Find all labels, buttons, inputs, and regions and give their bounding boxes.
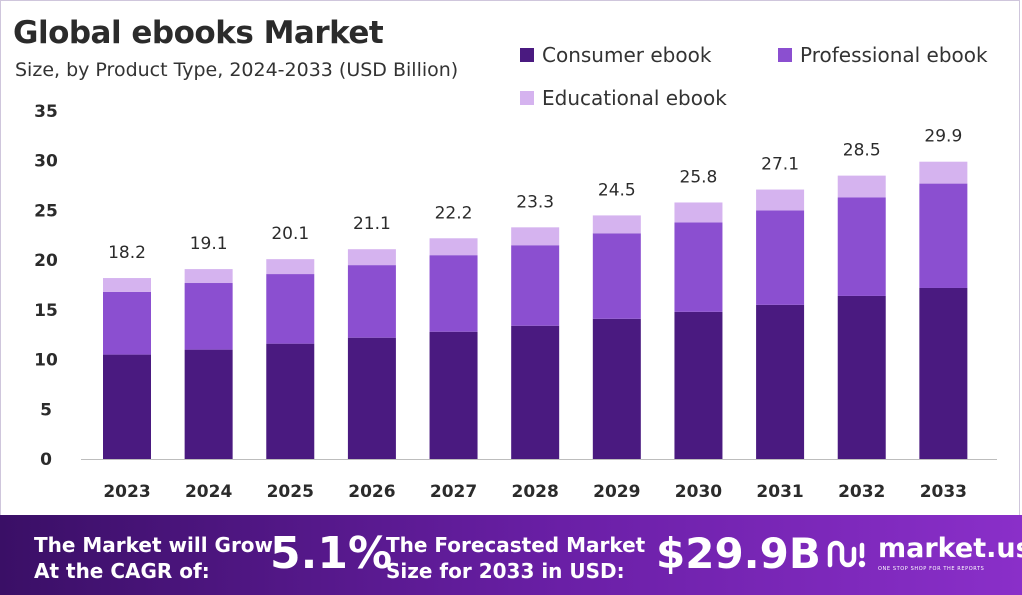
x-tick-label: 2030 [675,482,722,502]
forecast-caption: The Forecasted Market Size for 2033 in U… [386,532,645,584]
cagr-caption-line1: The Market will Grow [34,533,274,557]
bar-segment-professional-ebook [266,274,315,344]
bar-segment-educational-ebook [347,249,396,266]
bar-segment-educational-ebook [756,189,805,211]
chart-subtitle: Size, by Product Type, 2024-2033 (USD Bi… [15,59,459,81]
chart-title: Global ebooks Market [13,15,384,51]
bar-segment-educational-ebook [103,278,151,292]
bar-segment-professional-ebook [347,265,396,338]
x-tick-label: 2033 [920,482,967,502]
x-tick-label: 2026 [348,482,395,502]
bar-segment-professional-ebook [837,197,886,296]
y-tick-label: 5 [40,400,52,420]
legend-swatch-consumer [520,48,534,62]
bar-segment-educational-ebook [674,202,723,223]
bar-segment-professional-ebook [511,245,560,326]
x-tick-label: 2029 [593,482,640,502]
bar-total-label: 22.2 [435,203,473,223]
legend-label-professional: Professional ebook [800,43,988,67]
forecast-value: $29.9B [656,529,821,578]
bar-segment-educational-ebook [266,259,315,275]
legend-item-professional: Professional ebook [778,43,988,67]
bar-segment-consumer-ebook [674,311,723,459]
x-tick-label: 2025 [267,482,314,502]
bar-segment-consumer-ebook [184,349,233,459]
bar-segment-educational-ebook [184,269,233,284]
bar-segment-professional-ebook [674,222,723,312]
bar-segment-consumer-ebook [756,304,805,459]
bar-segment-educational-ebook [429,238,478,256]
forecast-caption-line1: The Forecasted Market [386,533,646,557]
legend-label-consumer: Consumer ebook [542,43,712,67]
bar-segment-educational-ebook [511,227,560,246]
x-tick-label: 2031 [756,482,803,502]
legend-item-educational: Educational ebook [520,86,727,110]
bar-segment-consumer-ebook [837,295,886,459]
cagr-value: 5.1% [270,528,393,579]
bar-total-label: 18.2 [108,243,146,263]
bar-segment-consumer-ebook [347,337,396,459]
x-tick-label: 2032 [838,482,885,502]
x-tick-label: 2028 [512,482,559,502]
market-us-logo-icon [827,540,866,568]
bar-segment-educational-ebook [837,175,886,198]
footer-banner: The Market will Grow At the CAGR of: 5.1… [0,515,1022,595]
bar-total-label: 27.1 [761,155,799,175]
bar-total-label: 20.1 [271,224,309,244]
cagr-caption-line2: At the CAGR of: [34,559,210,583]
bar-total-label: 25.8 [680,167,718,187]
y-tick-label: 0 [40,450,52,470]
forecast-caption-line2: Size for 2033 in USD: [386,559,625,583]
brand-tagline: ONE STOP SHOP FOR THE REPORTS [878,566,985,572]
bar-segment-consumer-ebook [103,354,151,459]
y-tick-label: 30 [34,152,58,172]
chart-frame: Global ebooks Market Size, by Product Ty… [0,0,1020,515]
y-tick-label: 15 [34,301,58,321]
y-tick-label: 35 [34,102,58,122]
bar-total-label: 29.9 [924,127,962,147]
bar-total-label: 28.5 [843,141,881,161]
x-tick-label: 2027 [430,482,477,502]
bar-segment-professional-ebook [429,255,478,332]
legend-label-educational: Educational ebook [542,86,727,110]
bar-segment-professional-ebook [103,291,151,355]
bar-segment-professional-ebook [756,210,805,305]
cagr-caption: The Market will Grow At the CAGR of: [34,532,273,584]
bar-segment-consumer-ebook [592,318,641,459]
y-tick-label: 20 [34,251,58,271]
bar-segment-consumer-ebook [919,287,968,459]
bar-segment-consumer-ebook [429,331,478,459]
brand-block: market.us ONE STOP SHOP FOR THE REPORTS [826,535,1022,573]
stacked-bar-chart: 0510152025303518.2202319.1202420.1202521… [34,102,997,502]
bar-segment-professional-ebook [919,183,968,288]
bar-segment-educational-ebook [592,215,641,234]
bar-total-label: 19.1 [190,234,228,254]
bar-segment-consumer-ebook [266,343,315,459]
legend-swatch-professional [778,48,792,62]
brand-name: market.us [878,533,1022,564]
y-tick-label: 10 [34,351,58,371]
bar-segment-professional-ebook [184,283,233,350]
bar-total-label: 24.5 [598,180,636,200]
x-tick-label: 2024 [185,482,232,502]
legend-item-consumer: Consumer ebook [520,43,711,67]
bar-segment-professional-ebook [592,233,641,319]
bar-segment-consumer-ebook [511,325,560,459]
bar-total-label: 21.1 [353,214,391,234]
y-tick-label: 25 [34,201,58,221]
legend-swatch-educational [520,91,534,105]
bar-total-label: 23.3 [516,192,554,212]
bar-segment-educational-ebook [919,161,968,184]
x-tick-label: 2023 [103,482,150,502]
